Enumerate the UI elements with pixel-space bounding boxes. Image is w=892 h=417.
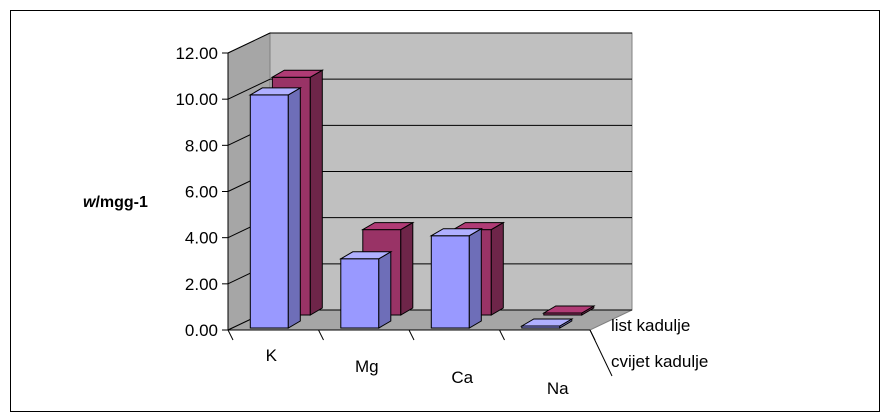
bar-front-0-0 [249,94,289,329]
y-tick-label-2: 4.00 [185,229,218,248]
bar-cvijet-kadulje-Ca [429,227,484,329]
bar-side-1-1 [400,221,414,316]
x-tick-mark-4 [589,329,596,341]
y-tick-label-1: 2.00 [185,275,218,294]
gridline-side-5 [227,78,271,100]
bar-top-0-0 [248,87,303,96]
x-tick-mark-3 [499,329,505,341]
y-axis-label-rest: /mgg-1 [95,194,148,211]
bar-top-0-1 [338,251,393,260]
bar-front-0-1 [340,258,380,329]
y-tick-label-6: 12.00 [175,44,218,63]
x-tick-label-K: K [266,346,278,365]
x-tick-label-Ca: Ca [451,368,473,387]
y-axis-label: w/mgg-1 [83,194,148,211]
bar-side-0-1 [378,250,392,329]
y-tick-label-5: 10.00 [175,90,218,109]
bar-side-1-2 [490,221,504,316]
bars [248,69,596,329]
y-tick-label-0: 0.00 [185,321,218,340]
series-label-0: cvijet kadulje [611,352,708,371]
bar-list-kadulje-Na [541,305,596,316]
y-tick-label-3: 6.00 [185,183,218,202]
bar-cvijet-kadulje-K [248,87,303,329]
bar-side-0-2 [468,227,482,329]
bar-side-1-0 [309,69,323,316]
bar-cvijet-kadulje-Mg [338,250,393,329]
bar-top-1-1 [360,222,415,231]
bar-cvijet-kadulje-Na [519,318,574,329]
labels: 0.00 2.00 4.00 6.00 8.00 10.00 12.00 K Mg Ca Na cvi… [175,44,708,398]
x-tick-mark-0 [227,329,234,341]
x-tick-mark-1 [318,329,324,341]
series-label-1: list kadulje [611,316,690,335]
bar-top-1-0 [270,69,325,78]
axis-lines [222,52,613,377]
y-tick-label-4: 8.00 [185,136,218,155]
x-tick-label-Na: Na [547,379,569,398]
bar-top-0-2 [429,228,484,237]
x-tick-mark-2 [408,329,415,341]
gridline-side-6 [227,32,271,54]
bar-front-0-2 [430,235,470,329]
bar-side-0-0 [287,87,301,329]
x-tick-label-Mg: Mg [355,357,379,376]
y-axis-label-italic: w [83,194,97,211]
bar-top-0-3 [519,318,574,327]
bar-top-1-3 [541,305,596,314]
